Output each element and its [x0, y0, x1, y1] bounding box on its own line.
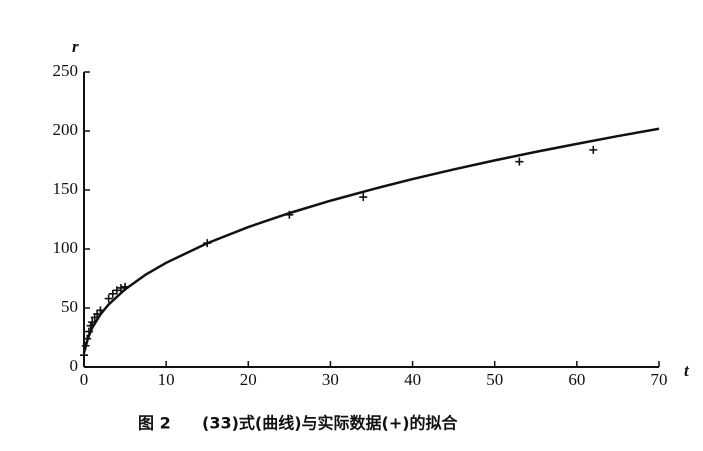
data-point [84, 327, 93, 336]
y-tick-label: 50 [61, 297, 78, 316]
x-tick-label: 30 [322, 370, 339, 389]
y-tick-label: 250 [53, 61, 79, 80]
data-point [203, 239, 212, 248]
data-point [104, 294, 113, 303]
fit-curve [82, 127, 660, 354]
data-point [589, 145, 598, 154]
y-tick-label: 0 [70, 356, 79, 375]
data-point [359, 193, 368, 202]
x-tick-label: 10 [158, 370, 175, 389]
data-point [80, 351, 88, 360]
y-tick-label: 200 [53, 120, 79, 139]
data-point [515, 157, 524, 166]
x-tick-label: 20 [240, 370, 257, 389]
x-tick-label: 60 [568, 370, 585, 389]
x-tick-label: 50 [486, 370, 503, 389]
chart-title: (33)式(曲线)与实际数据(+)的拟合 [202, 414, 459, 433]
x-tick-label: 40 [404, 370, 421, 389]
data-point [285, 210, 294, 219]
caption-label: 图 2 [138, 414, 171, 433]
x-tick-label: 70 [651, 370, 668, 389]
data-point [116, 283, 125, 292]
data-point [88, 318, 97, 327]
x-axis-label: t [684, 361, 690, 380]
data-point [81, 341, 90, 350]
data-point [83, 334, 92, 343]
y-axis-label: r [72, 37, 79, 56]
x-tick-label: 0 [80, 370, 89, 389]
data-point [96, 306, 105, 315]
data-point [108, 289, 117, 298]
data-point [112, 286, 121, 295]
data-point [121, 282, 130, 291]
data-point [86, 321, 95, 330]
y-tick-label: 150 [53, 179, 79, 198]
y-tick-label: 100 [53, 238, 79, 257]
